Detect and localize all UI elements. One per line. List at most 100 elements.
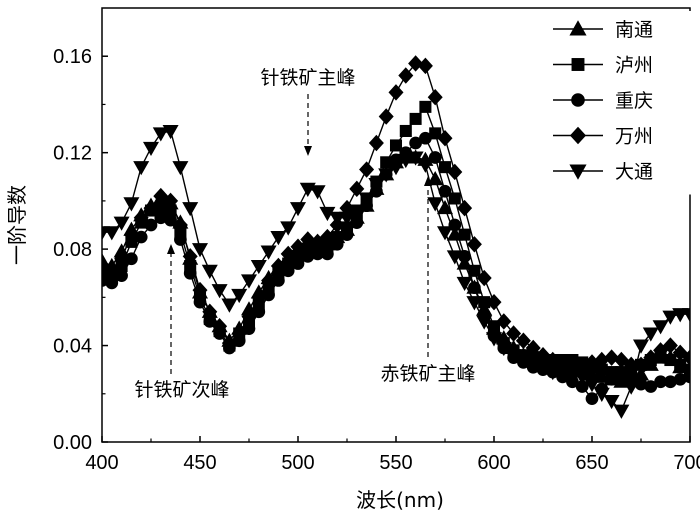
series-5 xyxy=(102,124,690,419)
annotation-arrow-head xyxy=(167,244,175,254)
legend-item: 泸州 xyxy=(553,55,653,77)
data-point xyxy=(240,274,258,289)
data-point xyxy=(486,293,502,311)
y-tick-label: 0.16 xyxy=(53,46,92,68)
data-point xyxy=(438,161,452,174)
data-point xyxy=(172,216,188,234)
annotation-arrow-head xyxy=(424,176,432,186)
data-point xyxy=(192,281,208,299)
annotation-3: 赤铁矿主峰 xyxy=(380,176,476,385)
data-point xyxy=(642,327,659,342)
data-point xyxy=(321,247,334,261)
data-point xyxy=(604,349,620,366)
data-point xyxy=(102,252,111,268)
annotation-1: 针铁矿主峰 xyxy=(260,67,356,156)
data-point xyxy=(162,124,179,140)
legend-item: 大通 xyxy=(553,161,653,183)
data-point xyxy=(358,192,375,207)
data-point xyxy=(417,158,434,173)
data-point xyxy=(429,127,442,140)
data-point xyxy=(583,378,601,393)
data-point xyxy=(427,197,444,212)
legend-label: 万州 xyxy=(615,126,653,148)
x-tick-label: 400 xyxy=(85,452,118,474)
data-point xyxy=(368,177,385,193)
data-point xyxy=(436,199,454,215)
x-tick-label: 650 xyxy=(575,452,608,474)
data-point xyxy=(300,231,316,248)
data-point xyxy=(417,57,433,75)
data-point xyxy=(172,161,189,176)
x-axis: 400 450 500 550 600 650 700 xyxy=(85,436,700,474)
data-point xyxy=(319,228,335,246)
data-point xyxy=(672,308,689,323)
data-point xyxy=(183,266,197,280)
data-point xyxy=(456,276,473,292)
data-point xyxy=(152,127,169,142)
data-point xyxy=(221,334,237,352)
data-point xyxy=(632,339,650,354)
data-point xyxy=(388,84,404,101)
data-point xyxy=(495,341,512,357)
data-point xyxy=(476,269,492,287)
y-tick-label: 0.12 xyxy=(53,143,92,165)
data-point xyxy=(280,221,297,236)
data-point xyxy=(202,303,218,321)
series-layer xyxy=(102,55,690,419)
data-point xyxy=(340,228,354,241)
data-point xyxy=(251,289,267,306)
data-point xyxy=(270,257,286,275)
data-point xyxy=(252,305,266,319)
data-point xyxy=(250,259,267,275)
data-point xyxy=(359,161,375,178)
data-point xyxy=(378,108,394,125)
annotation-label: 针铁矿次峰 xyxy=(134,379,229,401)
data-point xyxy=(682,349,690,366)
annotation-label: 针铁矿主峰 xyxy=(260,67,355,89)
data-point xyxy=(260,245,277,260)
x-tick-label: 550 xyxy=(379,452,412,474)
data-point xyxy=(163,192,179,210)
data-point xyxy=(652,320,669,335)
data-point xyxy=(643,349,659,366)
data-point xyxy=(662,310,679,325)
data-point xyxy=(123,197,140,212)
data-point xyxy=(201,264,218,279)
data-point xyxy=(348,204,365,219)
annotation-arrow-head xyxy=(304,146,312,156)
data-point xyxy=(261,272,277,289)
legend-item: 南通 xyxy=(553,19,653,41)
data-point xyxy=(436,226,454,241)
data-point xyxy=(133,209,149,226)
data-point xyxy=(133,161,150,176)
data-point xyxy=(280,245,296,263)
data-point xyxy=(427,88,443,106)
data-point xyxy=(104,265,120,282)
data-point xyxy=(515,332,531,349)
data-point xyxy=(221,298,238,313)
data-point xyxy=(419,131,432,145)
data-point xyxy=(241,308,257,325)
data-point xyxy=(378,168,395,183)
data-point xyxy=(623,356,639,374)
data-point xyxy=(338,211,356,226)
data-point xyxy=(438,184,452,198)
data-point xyxy=(427,171,444,186)
data-point xyxy=(525,339,541,357)
x-tick-label: 700 xyxy=(673,452,700,474)
legend-marker xyxy=(569,126,587,145)
data-point xyxy=(143,199,159,217)
data-point xyxy=(142,141,160,157)
annotation-label: 赤铁矿主峰 xyxy=(380,363,475,385)
data-point xyxy=(409,112,422,125)
data-point xyxy=(466,236,482,253)
data-point xyxy=(330,237,344,251)
data-point xyxy=(164,213,177,227)
legend-marker xyxy=(571,58,585,71)
y-axis: 0.00 0.04 0.08 0.12 0.16 xyxy=(53,46,108,454)
legend-box xyxy=(545,11,693,195)
data-point xyxy=(114,250,130,267)
x-tick-label: 600 xyxy=(477,452,510,474)
data-point xyxy=(683,370,690,384)
